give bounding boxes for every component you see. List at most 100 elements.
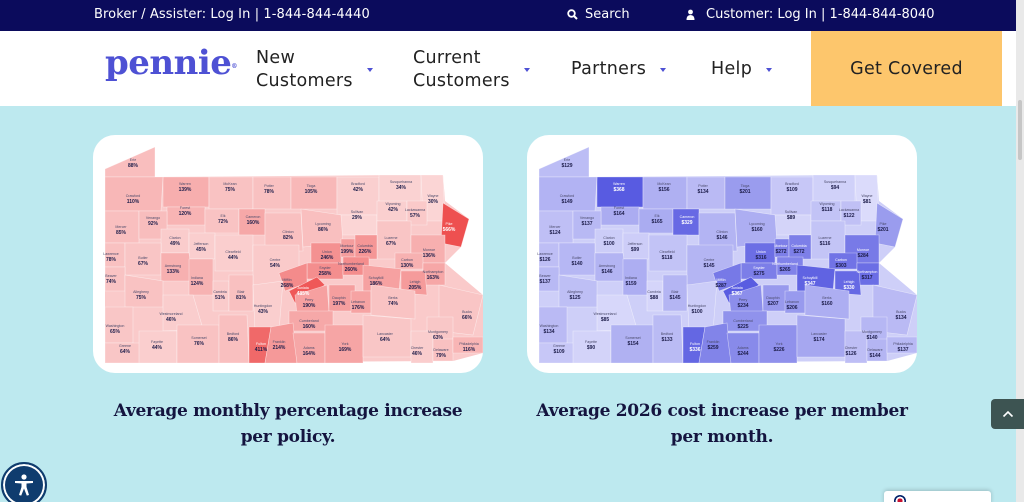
county-name-label: Lawrence [103, 252, 119, 256]
county-value-label: $144 [869, 353, 880, 359]
county-value-label: 44% [228, 255, 239, 261]
county-name-label: Adams [303, 346, 314, 350]
county-value-label: $134 [543, 329, 554, 335]
county-name-label: Delaware [433, 348, 448, 352]
scrollbar-thumb[interactable] [1018, 100, 1022, 160]
scrollbar[interactable] [1016, 0, 1024, 502]
county-value-label: 92% [148, 221, 159, 227]
county-value-label: $174 [813, 337, 824, 343]
county-name-label: Beaver [539, 274, 551, 278]
county-name-label: Sullivan [351, 210, 364, 214]
county-name-label: Lehigh [410, 280, 421, 284]
county-value-label: 163% [427, 275, 440, 281]
county-value-label: $89 [787, 215, 796, 221]
county-delaware [866, 338, 888, 362]
county-value-label: $225 [737, 324, 748, 330]
county-value-label: $259 [707, 345, 718, 351]
county-value-label: 197% [333, 301, 346, 307]
county-name-label: Butler [138, 256, 148, 260]
county-value-label: $156 [658, 187, 669, 193]
county-value-label: $100 [603, 241, 614, 247]
county-value-label: 76% [194, 341, 205, 347]
pennie-logo[interactable]: pennie® [105, 43, 237, 83]
county-value-label: 30% [428, 199, 439, 205]
county-value-label: 88% [128, 163, 139, 169]
county-name-label: Washington [540, 324, 559, 328]
county-lehigh [834, 270, 862, 296]
percentage-map-caption: Average monthly percentage increase per … [113, 401, 463, 447]
county-value-label: $88 [650, 295, 659, 301]
county-value-label: 85% [116, 230, 127, 236]
nav-new-customers[interactable]: New Customers [256, 47, 373, 93]
county-value-label: 485% [297, 291, 310, 297]
search-link[interactable]: Search [567, 7, 630, 22]
back-to-top-button[interactable] [991, 399, 1024, 429]
county-blair [228, 274, 254, 312]
accessibility-button[interactable] [1, 462, 47, 502]
county-name-label: Juniata [297, 286, 309, 290]
county-value-label: 34% [396, 185, 407, 191]
language-selector[interactable] [884, 491, 991, 502]
county-name-label: Clarion [169, 236, 180, 240]
county-value-label: 110% [127, 199, 140, 205]
county-name-label: Franklin [707, 340, 720, 344]
county-name-label: Cameron [680, 215, 695, 219]
county-value-label: 42% [353, 187, 364, 193]
county-pike [874, 202, 904, 248]
county-name-label: Cameron [246, 215, 261, 219]
nav-partners[interactable]: Partners [571, 58, 667, 81]
get-covered-button[interactable]: Get Covered [811, 31, 1002, 106]
county-name-label: Berks [822, 296, 831, 300]
county-name-label: Adams [737, 346, 748, 350]
nav-help[interactable]: Help [711, 58, 773, 81]
county-name-label: Somerset [191, 336, 206, 340]
county-name-label: Columbia [357, 244, 372, 248]
county-name-label: Crawford [560, 194, 575, 198]
county-name-label: Lebanon [785, 300, 799, 304]
county-value-label: 246% [321, 255, 334, 261]
county-value-label: $149 [561, 199, 572, 205]
county-chester [844, 330, 868, 364]
county-name-label: Dauphin [766, 296, 779, 300]
county-name-label: Union [756, 250, 765, 254]
county-value-label: $316 [755, 255, 766, 261]
county-name-label: Montour [774, 244, 788, 248]
county-value-label: $303 [835, 263, 846, 269]
broker-login-link[interactable]: Broker / Assister: Log In | 1-844-844-44… [94, 7, 370, 22]
county-name-label: Huntingdon [254, 304, 272, 308]
county-name-label: Columbia [791, 244, 806, 248]
county-name-label: Mifflin [282, 278, 291, 282]
county-value-label: 120% [179, 211, 192, 217]
county-name-label: Armstrong [165, 264, 182, 268]
county-clinton [264, 212, 304, 252]
county-name-label: Sullivan [785, 210, 798, 214]
search-icon [567, 9, 578, 20]
county-name-label: McKean [657, 182, 670, 186]
county-name-label: Montgomery [862, 330, 882, 334]
county-name-label: Fulton [256, 342, 266, 346]
county-value-label: 268% [281, 283, 294, 289]
county-name-label: Susquehanna [824, 180, 846, 184]
county-value-label: 78% [264, 189, 275, 195]
county-value-label: 66% [462, 315, 473, 321]
county-value-label: $140 [571, 261, 582, 267]
county-name-label: Lebanon [351, 300, 365, 304]
county-name-label: Philadelphia [459, 342, 479, 346]
county-value-label: $118 [822, 207, 833, 213]
county-name-label: Carbon [835, 258, 847, 262]
nav-current-customers[interactable]: Current Customers [413, 47, 530, 93]
chevron-down-icon [660, 67, 667, 72]
county-value-label: 199% [341, 249, 354, 255]
cost-increase-map-card: Erie $129 Warren $368 McKean $156 Potter $134 Ti… [527, 135, 917, 373]
county-value-label: 260% [345, 267, 358, 273]
county-name-label: Delaware [867, 348, 882, 352]
county-value-label: 124% [191, 281, 204, 287]
county-name-label: Lycoming [315, 222, 330, 226]
customer-login-link[interactable]: Customer: Log In | 1-844-844-8040 [686, 7, 935, 22]
nav-label: Help [711, 59, 753, 79]
county-value-label: 49% [170, 241, 181, 247]
county-value-label: 67% [138, 261, 149, 267]
county-value-label: $137 [897, 347, 908, 353]
county-name-label: Wayne [861, 194, 872, 198]
county-value-label: $129 [561, 163, 572, 169]
